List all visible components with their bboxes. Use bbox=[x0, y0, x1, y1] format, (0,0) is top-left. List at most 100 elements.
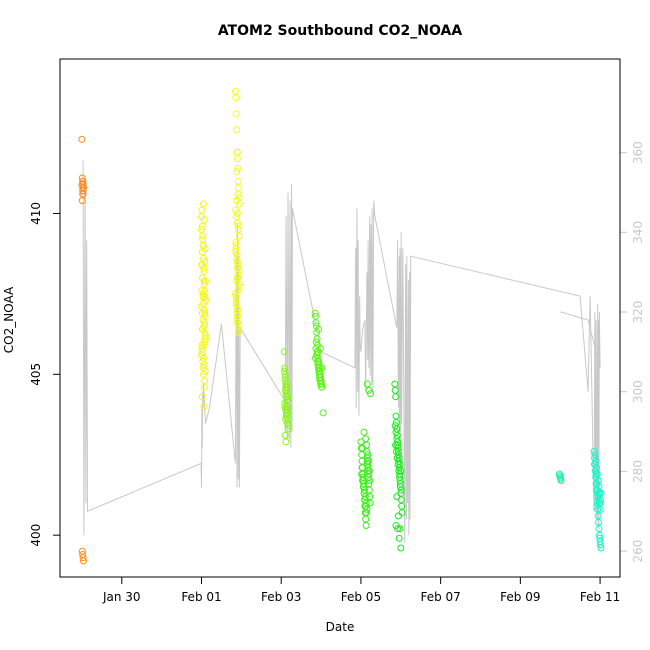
data-point bbox=[282, 415, 290, 423]
data-point bbox=[235, 232, 243, 240]
y2-tick-label: 340 bbox=[631, 221, 645, 244]
data-point bbox=[235, 322, 243, 330]
data-point bbox=[363, 380, 371, 388]
data-point bbox=[365, 470, 373, 478]
data-point bbox=[365, 457, 372, 465]
data-point bbox=[202, 332, 209, 340]
data-point bbox=[316, 374, 323, 381]
data-point bbox=[312, 319, 320, 327]
y2-tick-label: 280 bbox=[631, 460, 645, 483]
data-point bbox=[282, 377, 290, 385]
data-point bbox=[366, 477, 374, 484]
x-tick-label: Feb 09 bbox=[500, 590, 540, 604]
data-point bbox=[283, 406, 291, 414]
data-point bbox=[312, 338, 320, 346]
data-point bbox=[233, 258, 241, 266]
x-tick-label: Jan 30 bbox=[102, 590, 141, 604]
data-point bbox=[397, 486, 405, 494]
data-point bbox=[284, 425, 292, 433]
x-axis-label: Date bbox=[326, 620, 355, 634]
data-point bbox=[318, 383, 325, 391]
data-point bbox=[393, 493, 401, 501]
data-point bbox=[394, 512, 402, 520]
data-point bbox=[199, 293, 207, 301]
data-point bbox=[316, 345, 324, 353]
data-point bbox=[79, 554, 87, 562]
data-point bbox=[234, 306, 242, 314]
data-point bbox=[359, 444, 366, 452]
series-line-secondary-axis-trace bbox=[82, 160, 601, 544]
data-point bbox=[234, 261, 242, 269]
data-point bbox=[200, 338, 208, 346]
data-point bbox=[358, 464, 366, 472]
data-point bbox=[284, 422, 292, 430]
data-point bbox=[198, 226, 205, 233]
data-point bbox=[232, 248, 240, 256]
data-point bbox=[283, 380, 291, 388]
data-point bbox=[235, 267, 243, 275]
data-point bbox=[557, 475, 565, 483]
data-point bbox=[201, 309, 209, 317]
data-point bbox=[199, 290, 207, 298]
data-point bbox=[311, 309, 319, 317]
data-point bbox=[233, 277, 241, 285]
data-point bbox=[200, 322, 208, 330]
data-point bbox=[198, 351, 205, 359]
data-point bbox=[233, 255, 241, 262]
data-point bbox=[597, 541, 604, 549]
series-feb-01 bbox=[198, 200, 209, 410]
data-point bbox=[313, 351, 321, 359]
chart-title: ATOM2 Southbound CO2_NOAA bbox=[218, 23, 463, 39]
data-point bbox=[281, 374, 289, 381]
x-tick-label: Feb 03 bbox=[261, 590, 301, 604]
data-point bbox=[392, 393, 400, 401]
data-point bbox=[233, 148, 241, 156]
data-point bbox=[200, 216, 208, 224]
data-point bbox=[200, 200, 207, 208]
data-point bbox=[233, 168, 241, 176]
data-point bbox=[362, 522, 370, 529]
y2-tick-label: 260 bbox=[631, 540, 645, 563]
data-point bbox=[79, 184, 87, 192]
data-point bbox=[593, 502, 601, 510]
data-point bbox=[394, 448, 402, 455]
series-feb-05 bbox=[357, 380, 374, 529]
data-point bbox=[362, 502, 370, 510]
y-axis-label: CO2_NOAA bbox=[2, 286, 16, 353]
plot-frame bbox=[59, 58, 621, 578]
data-point bbox=[395, 534, 403, 542]
y2-tick-label: 300 bbox=[631, 380, 645, 403]
data-point bbox=[394, 525, 402, 533]
data-point bbox=[233, 274, 241, 282]
y-tick-label: 405 bbox=[29, 363, 43, 386]
data-point bbox=[397, 544, 405, 552]
data-point bbox=[392, 448, 400, 455]
x-tick-label: Feb 11 bbox=[580, 590, 620, 604]
data-point bbox=[592, 470, 600, 478]
data-point bbox=[280, 348, 288, 356]
data-point bbox=[233, 209, 241, 217]
data-point bbox=[232, 293, 240, 301]
data-point bbox=[594, 505, 602, 513]
data-point bbox=[398, 502, 406, 510]
data-point bbox=[396, 525, 404, 533]
data-point bbox=[232, 94, 240, 102]
data-point bbox=[198, 393, 206, 401]
data-point bbox=[78, 174, 86, 182]
data-point bbox=[556, 472, 564, 480]
data-point bbox=[395, 467, 403, 475]
data-point bbox=[200, 280, 208, 288]
data-point bbox=[233, 316, 241, 324]
data-point bbox=[392, 428, 400, 436]
data-point bbox=[597, 489, 605, 497]
data-point bbox=[233, 126, 241, 134]
data-point bbox=[361, 486, 368, 494]
y-tick-label: 410 bbox=[29, 202, 43, 225]
data-point bbox=[198, 287, 206, 295]
data-point bbox=[201, 312, 209, 320]
data-point bbox=[597, 544, 605, 552]
y2-tick-label: 360 bbox=[631, 141, 645, 164]
data-point bbox=[316, 377, 324, 385]
